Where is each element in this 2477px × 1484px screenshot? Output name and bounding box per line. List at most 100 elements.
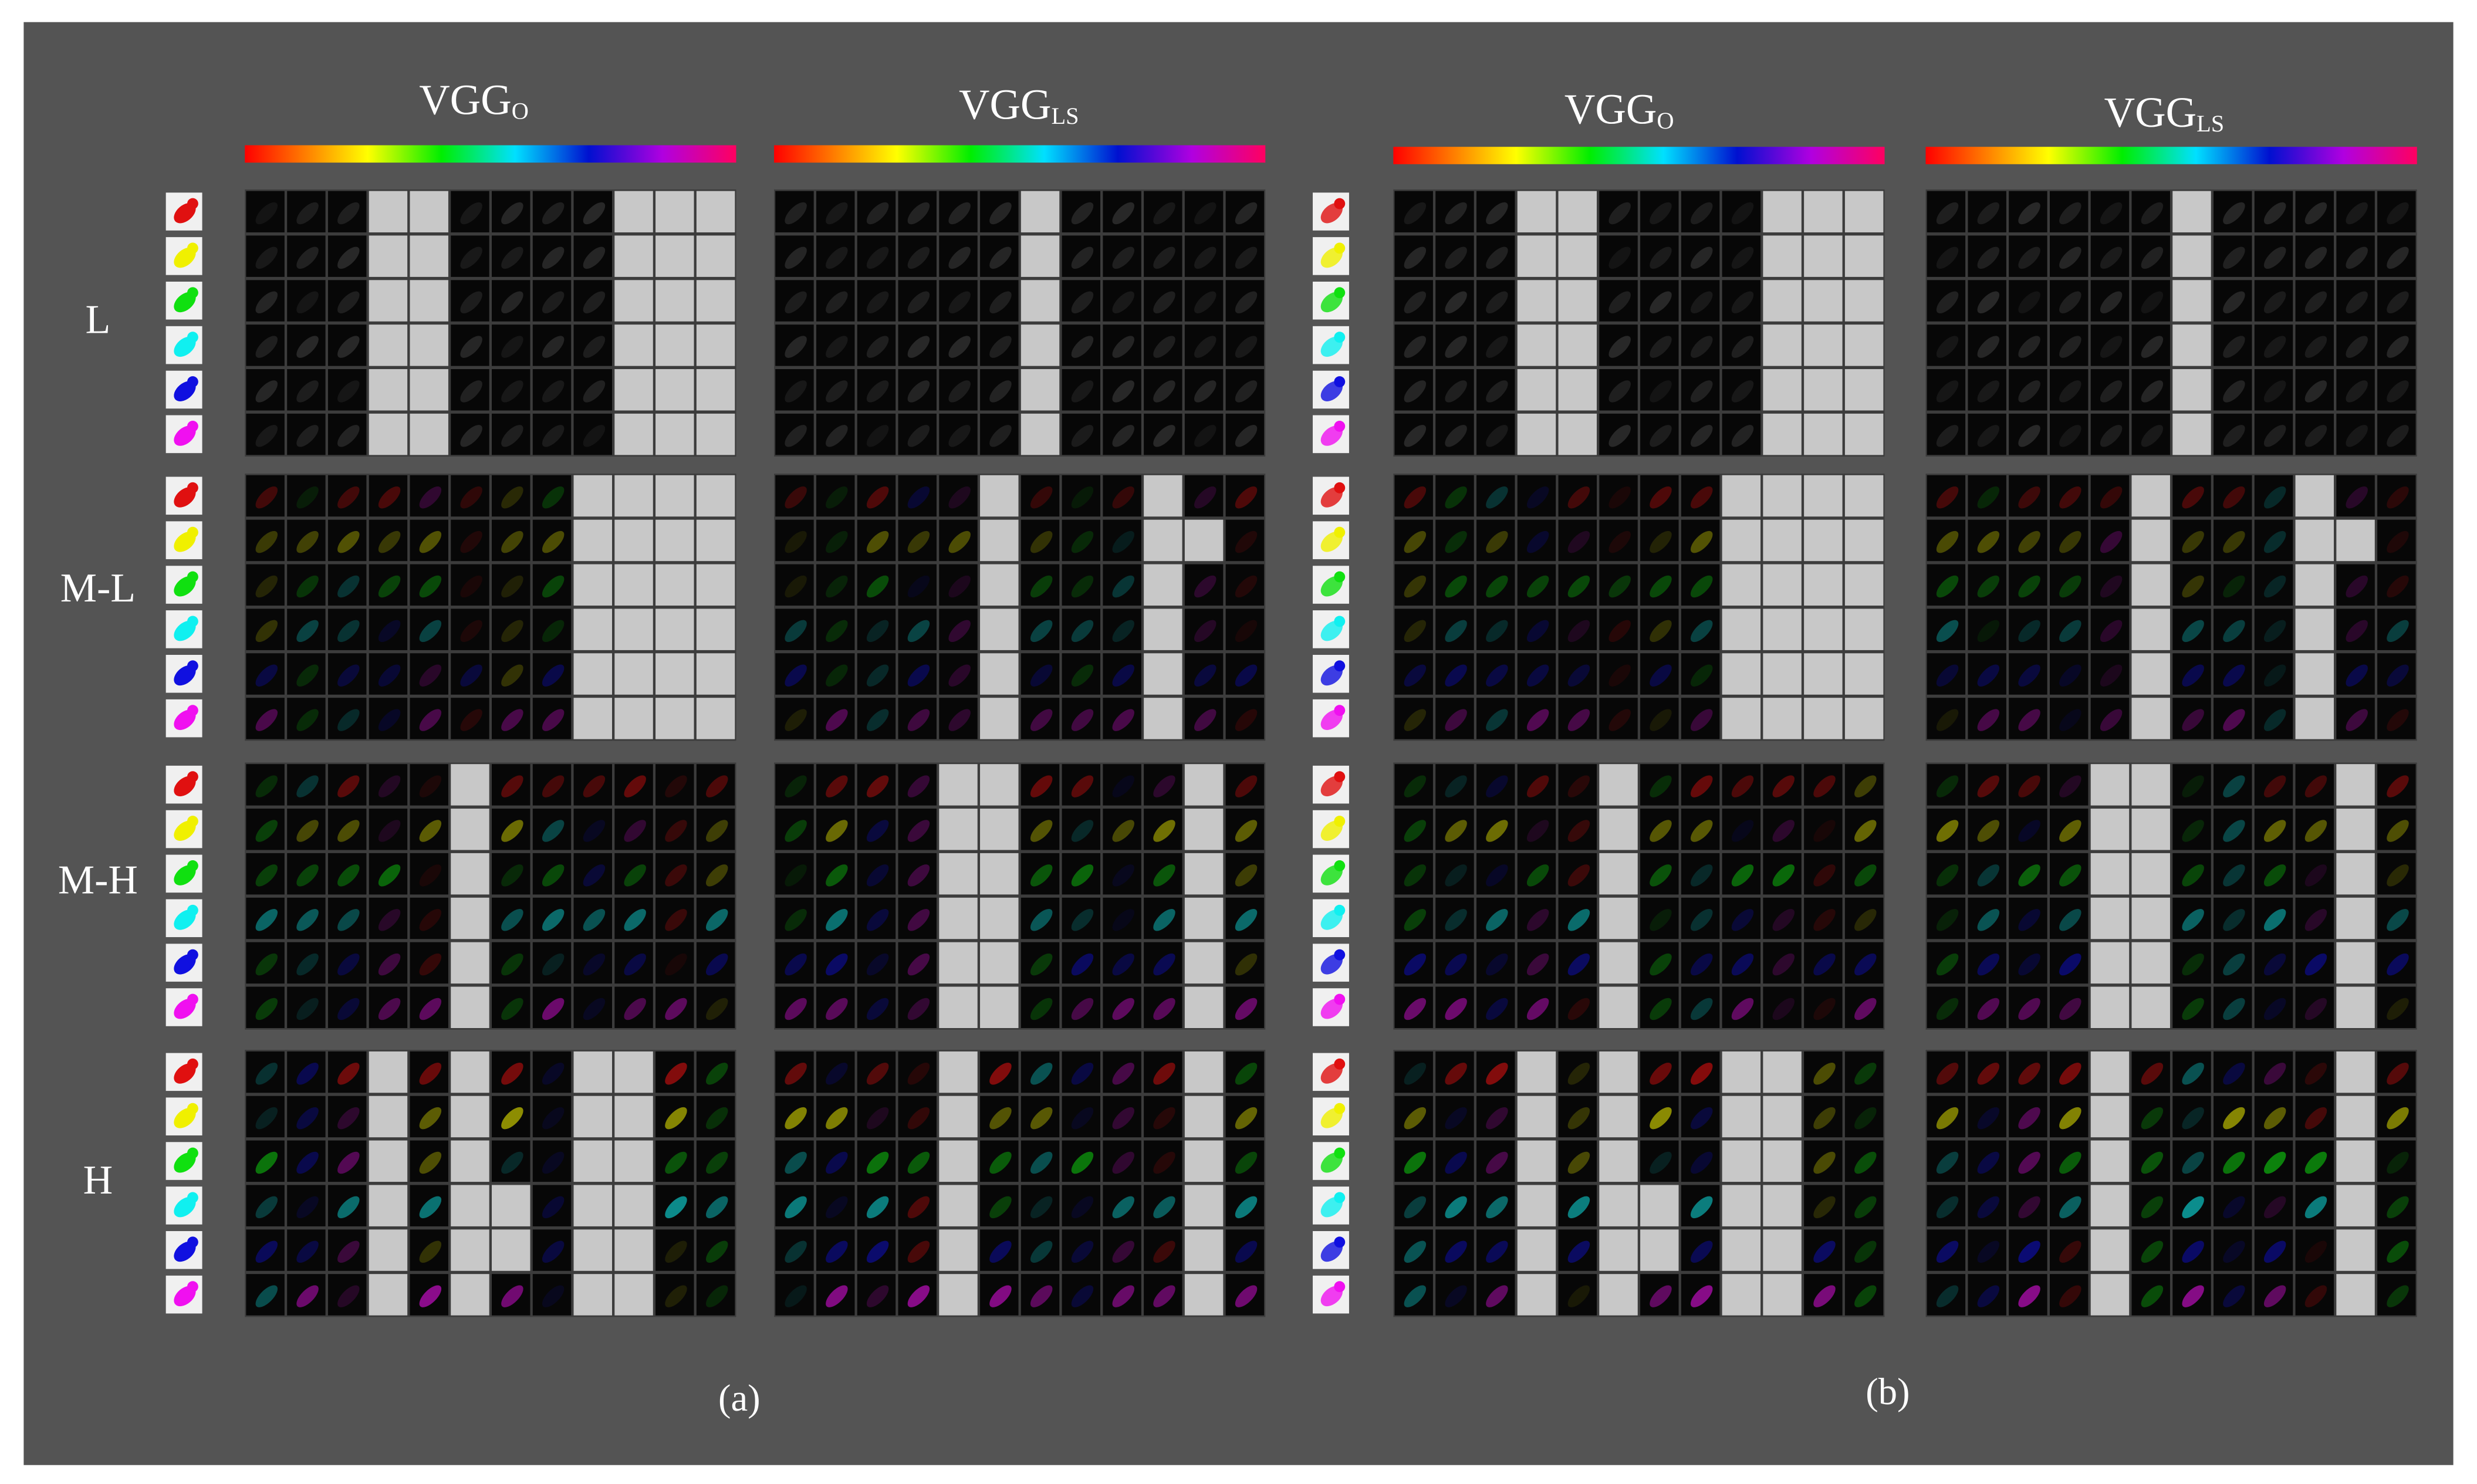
feature-cell [1394,698,1433,739]
feature-blob [1071,486,1094,509]
feature-cell [1968,1140,2006,1182]
feature-cell [2009,853,2047,895]
feature-cell [1804,942,1843,984]
feature-cell [246,698,285,739]
feature-cell [1144,942,1182,984]
blank-cell [1804,653,1843,695]
feature-blob [255,425,278,447]
feature-cell [2009,1096,2047,1138]
feature-blob [2346,202,2368,225]
feature-blob [1608,380,1631,403]
feature-blob [1690,864,1713,887]
feature-blob [1486,1196,1508,1219]
feature-blob [785,775,807,797]
feature-cell [655,764,694,806]
feature-blob [989,246,1012,269]
feature-cell [410,809,448,850]
feature-blob [296,998,319,1020]
feature-blob [1445,1063,1467,1085]
feature-cell [1476,564,1515,606]
feature-cell [614,986,653,1029]
feature-cell [2377,191,2416,233]
feature-blob [378,864,401,887]
feature-blob [826,998,848,1020]
feature-blob [542,1196,565,1219]
feature-blob [1977,1285,2000,1307]
feature-blob [1486,291,1508,313]
feature-blob [337,486,360,509]
feature-cell [2295,1274,2334,1316]
feature-blob [1486,775,1508,797]
feature-cell [1020,1229,1060,1271]
feature-blob [583,864,606,887]
blank-cell [1599,1096,1638,1138]
feature-cell [451,653,489,695]
feature-cell [1394,324,1433,366]
feature-blob [1486,953,1508,976]
feature-cell [1640,853,1679,895]
feature-blob [255,908,278,931]
feature-blob [624,908,646,931]
feature-cell [2214,853,2252,895]
feature-cell [2049,809,2089,850]
feature-cell [369,764,408,806]
feature-cell [1225,235,1265,277]
color-icon-head [187,771,198,783]
feature-blob [665,1196,687,1219]
feature-cell [696,1274,735,1316]
feature-cell [2377,519,2416,562]
blank-cell [2090,853,2130,895]
blank-cell [2131,609,2170,650]
feature-blob [907,425,930,447]
feature-blob [419,620,442,643]
feature-cell [1020,519,1060,562]
feature-blob [1112,908,1134,931]
feature-blob [337,425,360,447]
feature-cell [1558,1274,1597,1316]
feature-cell [2214,235,2252,277]
blank-cell [2131,698,2170,739]
feature-blob [1813,908,1836,931]
feature-cell [2377,235,2416,277]
feature-blob [2059,1151,2081,1174]
feature-blob [2263,620,2286,643]
feature-blob [296,953,319,976]
feature-blob [1235,775,1258,797]
feature-blob [337,664,360,687]
feature-cell [2254,1274,2293,1316]
feature-cell [1681,1140,1720,1182]
feature-blob [1936,820,1959,842]
feature-blob [1486,380,1508,403]
column-title: VGGLS [2104,89,2225,137]
feature-blob [1404,820,1427,842]
blank-cell [1763,1051,1802,1093]
feature-cell [2049,698,2089,739]
feature-blob [2304,1196,2327,1219]
feature-blob [2387,864,2409,887]
blank-cell [2090,1051,2130,1093]
feature-cell [1020,942,1060,984]
feature-cell [532,1274,572,1316]
feature-cell [1599,369,1638,411]
feature-blob [296,425,319,447]
feature-cell [1435,1229,1474,1271]
feature-cell [1722,324,1761,366]
feature-cell [573,280,613,322]
blank-cell [369,369,408,411]
feature-cell [1640,475,1679,517]
blank-cell [1722,1274,1761,1316]
blank-cell [696,413,735,455]
feature-blob [2387,1285,2409,1307]
feature-blob [2059,820,2081,842]
feature-cell [451,191,489,233]
feature-cell [2295,764,2334,806]
feature-blob [1854,1285,1877,1307]
feature-cell [246,324,285,366]
feature-cell [2009,1185,2047,1226]
feature-blob [1235,425,1258,447]
feature-blob [1235,1063,1258,1085]
feature-cell [2377,1051,2416,1093]
feature-cell [1476,897,1515,939]
blank-cell [2336,1096,2375,1138]
feature-blob [1445,575,1467,598]
